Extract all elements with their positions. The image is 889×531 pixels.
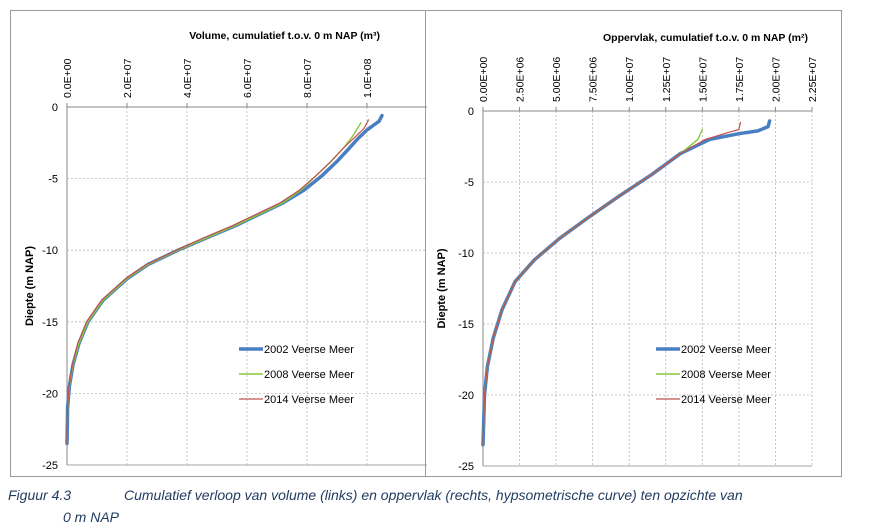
x-tick-label: 1.50E+07	[697, 57, 709, 102]
x-tick-label: 7.50E+06	[588, 57, 600, 102]
area-chart: Oppervlak, cumulatief t.o.v. 0 m NAP (m²…	[436, 32, 819, 473]
x-tick-label: 1.25E+07	[661, 57, 673, 102]
y-tick-label: -25	[42, 460, 58, 472]
series-line-3	[66, 119, 370, 445]
y-tick-label: 0	[468, 106, 474, 118]
legend-label: 2002 Veerse Meer	[681, 344, 771, 356]
legend-label: 2014 Veerse Meer	[681, 394, 771, 406]
y-tick-label: -15	[458, 319, 474, 331]
y-axis-label: Diepte (m NAP)	[436, 248, 448, 328]
legend-label: 2008 Veerse Meer	[264, 369, 354, 381]
legend-label: 2008 Veerse Meer	[681, 369, 771, 381]
chart-title: Oppervlak, cumulatief t.o.v. 0 m NAP (m²…	[603, 32, 808, 44]
y-tick-label: -15	[42, 317, 58, 329]
x-tick-label: 6.0E+07	[242, 58, 254, 98]
figure-canvas: Volume, cumulatief t.o.v. 0 m NAP (m³) 0 -…	[10, 10, 842, 477]
figure-number: Figuur 4.3	[8, 487, 72, 503]
caption-line-2: 0 m NAP	[63, 509, 120, 525]
chart-title: Volume, cumulatief t.o.v. 0 m NAP (m³)	[189, 30, 380, 42]
y-axis-label: Diepte (m NAP)	[24, 246, 36, 326]
y-tick-label: -5	[48, 174, 58, 186]
x-tick-label: 0.00E+00	[478, 57, 490, 102]
y-tick-label: -20	[42, 388, 58, 400]
x-tick-label: 2.0E+07	[122, 58, 134, 98]
x-tick-label: 0.0E+00	[62, 58, 74, 98]
right-chart-frame	[425, 10, 842, 477]
series-line-3	[482, 121, 742, 446]
x-tick-label: 2.00E+07	[770, 57, 782, 102]
y-tick-label: -20	[458, 390, 474, 402]
y-tick-label: -5	[464, 177, 474, 189]
x-tick-label: 5.00E+06	[551, 57, 563, 102]
figure-caption: Figuur 4.3 Cumulatief verloop van volume …	[8, 484, 878, 528]
x-tick-label: 8.0E+07	[302, 58, 314, 98]
legend-label: 2014 Veerse Meer	[264, 394, 354, 406]
legend-label: 2002 Veerse Meer	[264, 344, 354, 356]
y-tick-label: -10	[458, 248, 474, 260]
x-tick-label: 1.75E+07	[734, 57, 746, 102]
x-tick-label: 2.50E+06	[515, 57, 527, 102]
x-tick-label: 1.0E+08	[362, 58, 374, 98]
x-tick-label: 2.25E+07	[807, 57, 819, 102]
volume-chart: Volume, cumulatief t.o.v. 0 m NAP (m³) 0 -…	[24, 30, 427, 472]
x-tick-label: 4.0E+07	[182, 58, 194, 98]
left-chart-frame	[10, 10, 426, 477]
y-tick-label: 0	[52, 102, 58, 114]
x-tick-label: 1.00E+07	[624, 57, 636, 102]
caption-line-1: Cumulatief verloop van volume (links) en…	[124, 487, 743, 503]
y-tick-label: -25	[458, 461, 474, 473]
y-tick-label: -10	[42, 245, 58, 257]
